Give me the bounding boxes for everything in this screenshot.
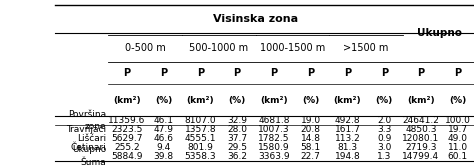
Text: (km²): (km²) [187,96,214,104]
Text: 19.7: 19.7 [448,125,468,134]
Text: Površina: Površina [68,110,106,119]
Text: Lišćari: Lišćari [77,134,106,143]
Text: 46.6: 46.6 [154,134,173,143]
Text: 49.0: 49.0 [448,134,468,143]
Text: P: P [307,68,314,78]
Text: 19.0: 19.0 [301,116,321,125]
Text: (km²): (km²) [334,96,361,104]
Text: zone: zone [84,122,106,131]
Text: 14799.4: 14799.4 [402,152,439,161]
Text: 100.0: 100.0 [445,116,471,125]
Text: P: P [418,68,425,78]
Text: 81.3: 81.3 [337,143,357,152]
Text: 4850.3: 4850.3 [405,125,437,134]
Text: P: P [123,68,130,78]
Text: 2.0: 2.0 [377,116,392,125]
Text: 11359.6: 11359.6 [108,116,146,125]
Text: Ukupno: Ukupno [72,145,106,154]
Text: 500-1000 m: 500-1000 m [189,43,248,53]
Text: 58.1: 58.1 [301,143,321,152]
Text: P: P [197,68,204,78]
Text: Travnjaci: Travnjaci [66,125,106,134]
Text: 4681.8: 4681.8 [258,116,290,125]
Text: P: P [234,68,241,78]
Text: 2719.3: 2719.3 [405,143,437,152]
Text: 1.3: 1.3 [377,152,392,161]
Text: (%): (%) [228,96,246,104]
Text: P: P [454,68,461,78]
Text: P: P [160,68,167,78]
Text: 113.2: 113.2 [335,134,360,143]
Text: 5884.9: 5884.9 [111,152,143,161]
Text: 22.7: 22.7 [301,152,320,161]
Text: (km²): (km²) [260,96,288,104]
Text: 5358.3: 5358.3 [184,152,216,161]
Text: 28.0: 28.0 [227,125,247,134]
Text: P: P [381,68,388,78]
Text: 46.1: 46.1 [154,116,173,125]
Text: Šuma: Šuma [81,158,106,167]
Text: 0-500 m: 0-500 m [125,43,165,53]
Text: (%): (%) [449,96,466,104]
Text: (%): (%) [302,96,319,104]
Text: 492.8: 492.8 [335,116,360,125]
Text: 4555.1: 4555.1 [184,134,216,143]
Text: 5629.7: 5629.7 [111,134,143,143]
Text: 32.9: 32.9 [227,116,247,125]
Text: 1007.3: 1007.3 [258,125,290,134]
Text: 0.9: 0.9 [377,134,392,143]
Text: Četinari: Četinari [70,143,106,152]
Text: (%): (%) [375,96,393,104]
Text: 8107.0: 8107.0 [184,116,216,125]
Text: 1000-1500 m: 1000-1500 m [260,43,325,53]
Text: (km²): (km²) [113,96,141,104]
Text: 255.2: 255.2 [114,143,140,152]
Text: 1782.5: 1782.5 [258,134,290,143]
Text: 14.8: 14.8 [301,134,321,143]
Text: 9.4: 9.4 [156,143,171,152]
Text: Visinska zona: Visinska zona [213,14,298,24]
Text: 24641.2: 24641.2 [402,116,439,125]
Text: P: P [344,68,351,78]
Text: P: P [270,68,277,78]
Text: (%): (%) [155,96,172,104]
Text: 37.7: 37.7 [227,134,247,143]
Text: 161.7: 161.7 [335,125,360,134]
Text: 29.5: 29.5 [227,143,247,152]
Text: 39.8: 39.8 [154,152,173,161]
Text: (km²): (km²) [407,96,435,104]
Text: 60.1: 60.1 [448,152,468,161]
Text: 3.0: 3.0 [377,143,392,152]
Text: Ukupno: Ukupno [417,28,462,38]
Text: 12080.1: 12080.1 [402,134,439,143]
Text: 2323.5: 2323.5 [111,125,143,134]
Text: 36.2: 36.2 [227,152,247,161]
Text: 11.0: 11.0 [448,143,468,152]
Text: 47.9: 47.9 [154,125,173,134]
Text: 3.3: 3.3 [377,125,392,134]
Text: 1357.8: 1357.8 [184,125,216,134]
Text: 3363.9: 3363.9 [258,152,290,161]
Text: 1580.9: 1580.9 [258,143,290,152]
Text: 20.8: 20.8 [301,125,321,134]
Text: >1500 m: >1500 m [343,43,389,53]
Text: 801.9: 801.9 [187,143,213,152]
Text: 194.8: 194.8 [335,152,360,161]
